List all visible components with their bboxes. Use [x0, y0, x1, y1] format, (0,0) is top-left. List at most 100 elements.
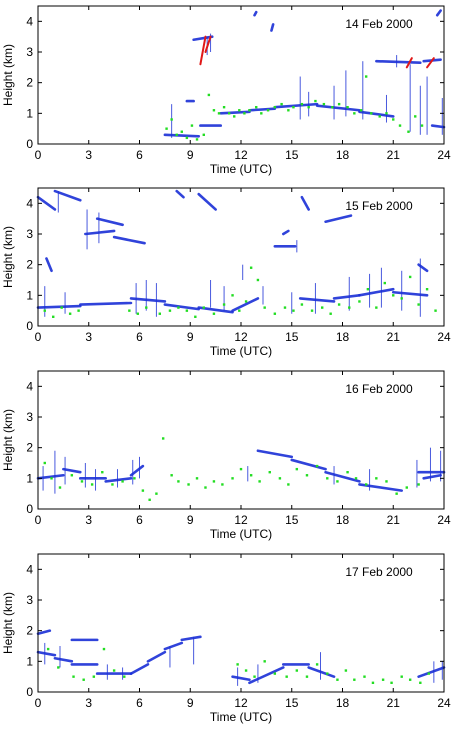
green-point [370, 112, 373, 115]
cloud-segment [324, 214, 353, 224]
green-point [344, 669, 348, 672]
green-point [398, 124, 402, 127]
green-point [322, 102, 326, 106]
green-point [395, 492, 398, 495]
y-tick-label: 0 [26, 685, 33, 699]
cloud-segment [332, 294, 361, 300]
green-point [207, 93, 211, 97]
cloud-segment [256, 449, 294, 459]
cloud-segment [112, 235, 146, 245]
green-point [50, 477, 53, 480]
green-point [43, 461, 46, 465]
x-tick-label: 9 [187, 148, 194, 162]
green-point [92, 675, 96, 678]
green-point [295, 467, 299, 471]
green-point [263, 306, 266, 309]
x-tick-label: 3 [85, 696, 92, 710]
green-point [101, 471, 104, 474]
green-point [358, 300, 361, 303]
green-point [121, 480, 124, 483]
green-point [315, 663, 319, 666]
x-tick-label: 9 [187, 330, 194, 344]
green-point [217, 112, 221, 115]
green-point [72, 675, 75, 678]
green-point [283, 306, 287, 309]
x-tick-label: 6 [136, 148, 143, 162]
x-tick-label: 6 [136, 330, 143, 344]
green-point [231, 477, 234, 480]
green-point [375, 306, 378, 309]
green-point [400, 675, 403, 678]
date-label: 16 Feb 2000 [345, 382, 413, 396]
cloud-segment [36, 650, 57, 657]
green-point [68, 312, 72, 315]
green-point-series [46, 647, 430, 684]
green-point [52, 315, 55, 318]
green-point [82, 678, 85, 681]
green-point [337, 102, 341, 106]
green-point [177, 480, 180, 483]
cloud-segment [219, 110, 251, 115]
x-axis-label: Time (UTC) [210, 162, 272, 176]
green-point [255, 106, 258, 109]
cloud-segment [417, 666, 446, 678]
cloud-segment [180, 635, 202, 642]
green-point [175, 133, 178, 136]
green-point [190, 124, 194, 127]
green-point [326, 672, 329, 675]
green-point [287, 109, 290, 112]
green-point [381, 678, 385, 681]
cloud-segment [45, 257, 53, 273]
green-point [292, 106, 295, 109]
green-point [133, 477, 136, 480]
cloud-segment [315, 104, 361, 112]
green-point [231, 294, 234, 297]
green-point [400, 297, 403, 300]
y-tick-label: 2 [26, 624, 33, 638]
x-tick-label: 9 [187, 696, 194, 710]
x-tick-label: 9 [187, 513, 194, 527]
cloud-segment [163, 641, 184, 651]
y-tick-label: 0 [26, 502, 33, 516]
y-axis-label: Height (km) [1, 226, 15, 288]
cloud-segment [248, 107, 277, 112]
green-point [70, 474, 74, 477]
cloud-segment [84, 229, 116, 236]
green-point [405, 486, 408, 489]
green-point [326, 477, 329, 480]
green-point [407, 130, 410, 133]
green-point [363, 675, 366, 678]
green-point [128, 309, 131, 312]
green-point [202, 306, 205, 309]
green-point [239, 467, 243, 471]
x-tick-label: 3 [85, 330, 92, 344]
x-tick-label: 6 [136, 696, 143, 710]
green-point [148, 498, 151, 501]
cloud-segment [391, 290, 429, 297]
y-tick-label: 0 [26, 319, 33, 333]
green-point [321, 306, 324, 309]
green-point [180, 130, 183, 133]
x-tick-label: 24 [437, 148, 451, 162]
green-point [112, 669, 116, 672]
green-point [420, 124, 424, 127]
cloud-segment [53, 189, 82, 202]
green-point [385, 112, 388, 115]
green-point [366, 288, 370, 291]
green-point [263, 660, 266, 663]
green-point [58, 486, 62, 489]
cloud-segment [435, 9, 442, 17]
green-point [354, 477, 358, 480]
x-tick-label: 24 [437, 513, 451, 527]
red-segment [204, 35, 212, 53]
green-point [419, 681, 422, 684]
y-tick-label: 3 [26, 593, 33, 607]
green-point [295, 669, 299, 672]
green-point [375, 477, 378, 480]
green-point [168, 309, 172, 312]
green-point [266, 109, 270, 112]
green-point [222, 303, 226, 306]
